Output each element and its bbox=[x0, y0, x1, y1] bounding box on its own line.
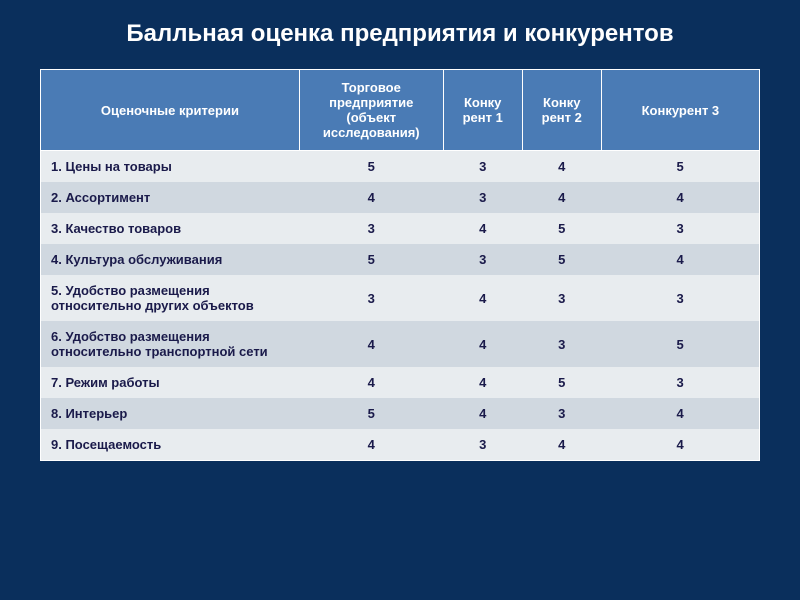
header-criteria: Оценочные критерии bbox=[41, 70, 300, 151]
value-cell: 4 bbox=[443, 367, 522, 398]
value-cell: 4 bbox=[522, 151, 601, 183]
value-cell: 4 bbox=[443, 275, 522, 321]
criteria-cell: 7. Режим работы bbox=[41, 367, 300, 398]
table-row: 5. Удобство размещения относительно друг… bbox=[41, 275, 760, 321]
value-cell: 4 bbox=[601, 182, 759, 213]
table-row: 2. Ассортимент 4 3 4 4 bbox=[41, 182, 760, 213]
value-cell: 5 bbox=[601, 151, 759, 183]
criteria-cell: 8. Интерьер bbox=[41, 398, 300, 429]
value-cell: 4 bbox=[443, 398, 522, 429]
criteria-cell: 1. Цены на товары bbox=[41, 151, 300, 183]
criteria-cell: 4. Культура обслуживания bbox=[41, 244, 300, 275]
value-cell: 5 bbox=[522, 213, 601, 244]
table-header-row: Оценочные критерии Торговое предприятие … bbox=[41, 70, 760, 151]
table-row: 1. Цены на товары 5 3 4 5 bbox=[41, 151, 760, 183]
value-cell: 4 bbox=[443, 321, 522, 367]
value-cell: 5 bbox=[299, 244, 443, 275]
table-row: 7. Режим работы 4 4 5 3 bbox=[41, 367, 760, 398]
criteria-cell: 6. Удобство размещения относительно тран… bbox=[41, 321, 300, 367]
slide-container: Балльная оценка предприятия и конкуренто… bbox=[0, 0, 800, 600]
value-cell: 5 bbox=[601, 321, 759, 367]
criteria-cell: 3. Качество товаров bbox=[41, 213, 300, 244]
value-cell: 3 bbox=[443, 429, 522, 461]
header-competitor-2: Конку рент 2 bbox=[522, 70, 601, 151]
value-cell: 3 bbox=[443, 182, 522, 213]
header-competitor-1: Конку рент 1 bbox=[443, 70, 522, 151]
value-cell: 3 bbox=[601, 275, 759, 321]
header-company: Торговое предприятие (объект исследовани… bbox=[299, 70, 443, 151]
table-row: 6. Удобство размещения относительно тран… bbox=[41, 321, 760, 367]
value-cell: 3 bbox=[299, 213, 443, 244]
page-title: Балльная оценка предприятия и конкуренто… bbox=[40, 18, 760, 49]
criteria-cell: 5. Удобство размещения относительно друг… bbox=[41, 275, 300, 321]
table-body: 1. Цены на товары 5 3 4 5 2. Ассортимент… bbox=[41, 151, 760, 461]
value-cell: 3 bbox=[522, 398, 601, 429]
value-cell: 4 bbox=[299, 367, 443, 398]
value-cell: 3 bbox=[443, 244, 522, 275]
header-competitor-3: Конкурент 3 bbox=[601, 70, 759, 151]
value-cell: 4 bbox=[299, 182, 443, 213]
table-container: Оценочные критерии Торговое предприятие … bbox=[40, 69, 760, 461]
value-cell: 3 bbox=[522, 321, 601, 367]
criteria-cell: 2. Ассортимент bbox=[41, 182, 300, 213]
rating-table: Оценочные критерии Торговое предприятие … bbox=[40, 69, 760, 461]
criteria-cell: 9. Посещаемость bbox=[41, 429, 300, 461]
value-cell: 3 bbox=[299, 275, 443, 321]
value-cell: 4 bbox=[522, 182, 601, 213]
table-row: 3. Качество товаров 3 4 5 3 bbox=[41, 213, 760, 244]
value-cell: 5 bbox=[522, 244, 601, 275]
value-cell: 4 bbox=[299, 321, 443, 367]
table-row: 9. Посещаемость 4 3 4 4 bbox=[41, 429, 760, 461]
value-cell: 4 bbox=[601, 429, 759, 461]
value-cell: 3 bbox=[443, 151, 522, 183]
value-cell: 4 bbox=[601, 398, 759, 429]
value-cell: 5 bbox=[299, 398, 443, 429]
value-cell: 3 bbox=[601, 213, 759, 244]
value-cell: 4 bbox=[601, 244, 759, 275]
value-cell: 4 bbox=[299, 429, 443, 461]
value-cell: 3 bbox=[522, 275, 601, 321]
table-row: 8. Интерьер 5 4 3 4 bbox=[41, 398, 760, 429]
value-cell: 4 bbox=[522, 429, 601, 461]
value-cell: 3 bbox=[601, 367, 759, 398]
table-row: 4. Культура обслуживания 5 3 5 4 bbox=[41, 244, 760, 275]
value-cell: 5 bbox=[522, 367, 601, 398]
value-cell: 4 bbox=[443, 213, 522, 244]
value-cell: 5 bbox=[299, 151, 443, 183]
